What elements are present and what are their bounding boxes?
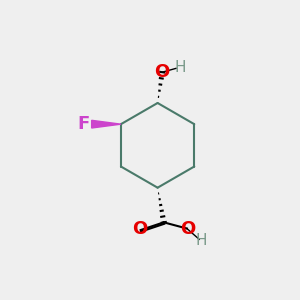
Text: O: O (154, 63, 169, 81)
Text: O: O (132, 220, 148, 238)
Text: F: F (78, 115, 90, 133)
Text: O: O (180, 220, 195, 238)
Text: H: H (174, 60, 186, 75)
Text: H: H (196, 232, 207, 247)
Polygon shape (92, 120, 121, 128)
